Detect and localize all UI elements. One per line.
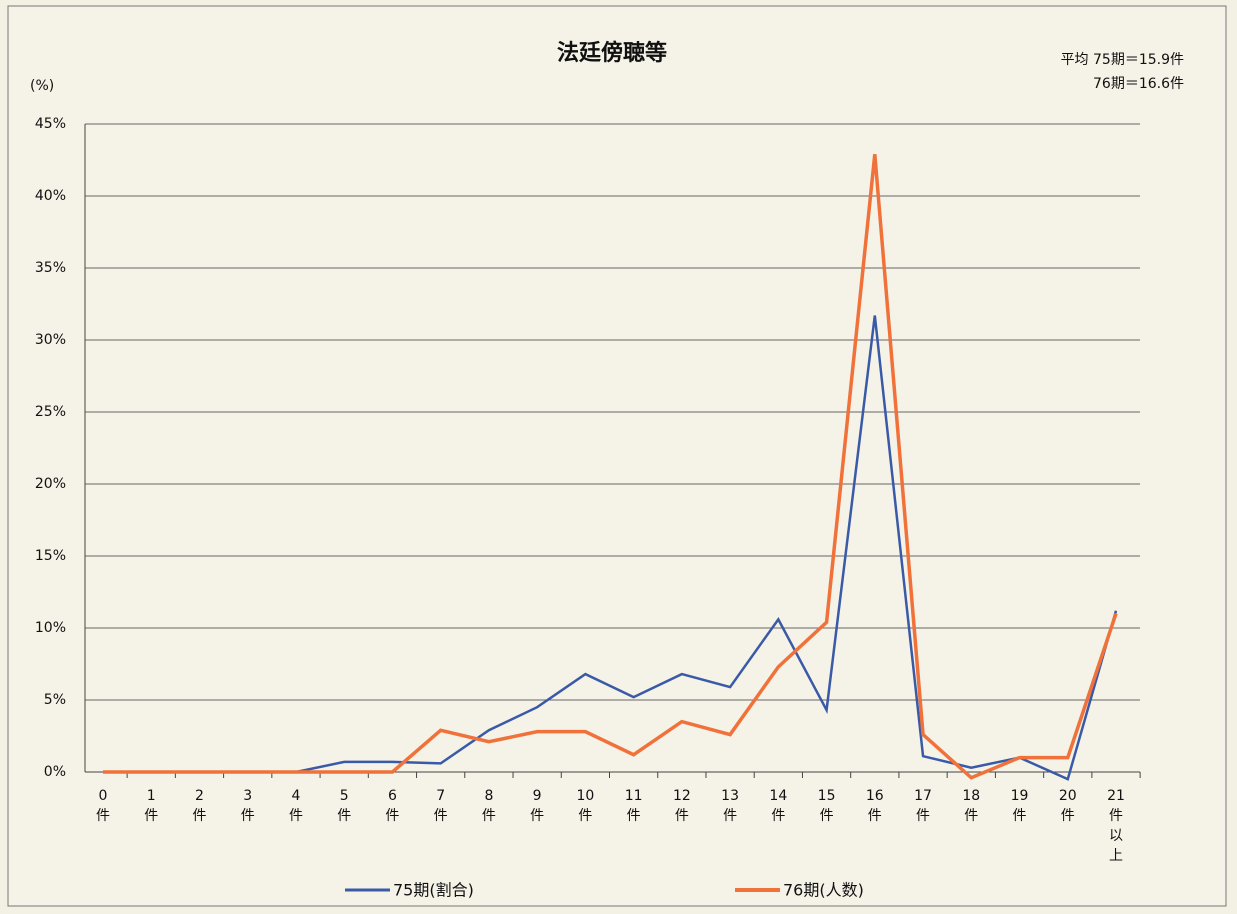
annotation: 76期＝16.6件: [1093, 76, 1184, 92]
x-tick-label: 16 件: [866, 788, 884, 824]
y-tick-label: 25%: [35, 404, 66, 420]
y-tick-label: 40%: [35, 188, 66, 204]
y-axis-label: (%): [30, 78, 54, 94]
legend-label: 76期(人数): [783, 881, 864, 900]
chart-title: 法廷傍聴等: [557, 40, 667, 66]
annotation: 平均 75期＝15.9件: [1061, 52, 1184, 68]
y-tick-label: 0%: [44, 764, 66, 780]
x-tick-label: 19 件: [1011, 788, 1029, 824]
y-tick-label: 5%: [44, 692, 66, 708]
y-tick-label: 10%: [35, 620, 66, 636]
y-tick-label: 35%: [35, 260, 66, 276]
y-tick-label: 45%: [35, 116, 66, 132]
x-tick-label: 17 件: [914, 788, 932, 824]
series-line: [103, 154, 1118, 780]
y-tick-label: 20%: [35, 476, 66, 492]
x-tick-label: 10 件: [576, 788, 594, 824]
x-tick-label: 18 件: [962, 788, 980, 824]
x-tick-label: 15 件: [818, 788, 836, 824]
x-tick-label: 20 件: [1059, 788, 1077, 824]
x-tick-label: 21 件以上: [1107, 788, 1125, 864]
x-tick-label: 13 件: [721, 788, 739, 824]
y-tick-label: 15%: [35, 548, 66, 564]
y-tick-label: 30%: [35, 332, 66, 348]
x-tick-label: 14 件: [769, 788, 787, 824]
x-tick-label: 12 件: [673, 788, 691, 824]
legend-label: 75期(割合): [393, 881, 474, 900]
x-tick-label: 11 件: [625, 788, 643, 824]
